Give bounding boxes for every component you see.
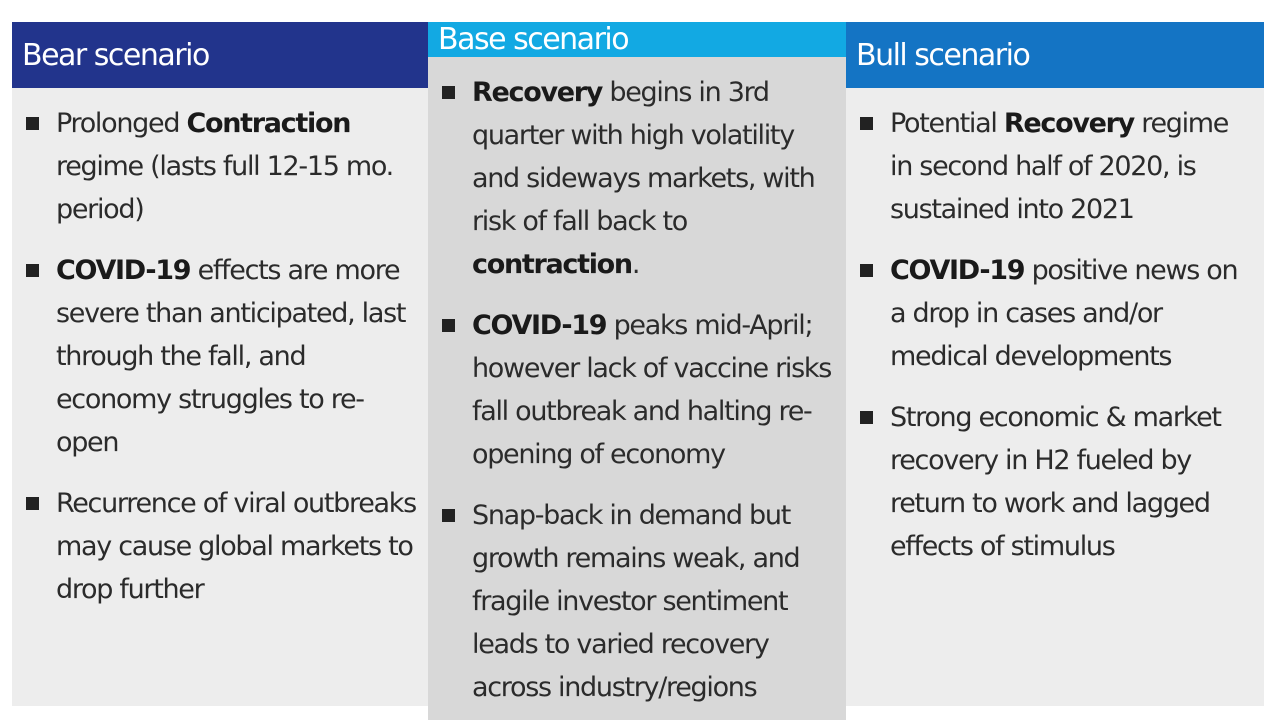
bullet-text-run: Prolonged	[56, 108, 187, 139]
bullet-text-run: peaks mid-April; however lack of vaccine…	[472, 310, 832, 470]
bull-scenario-header: Bull scenario	[846, 22, 1264, 88]
bull-bullet-text: Potential Recovery regime in second half…	[890, 102, 1264, 231]
bullet-text-run: begins in 3rd quarter with high volatili…	[472, 77, 816, 237]
bullet-bold-term: COVID-19	[890, 255, 1026, 286]
bear-bullet-text: Recurrence of viral outbreaks may cause …	[56, 482, 428, 611]
base-scenario-header: Base scenario	[428, 22, 846, 57]
base-scenario-body: Recovery begins in 3rd quarter with high…	[428, 57, 846, 720]
base-bullet-item: Snap-back in demand but growth remains w…	[428, 494, 846, 709]
bear-bullet-item: Prolonged Contraction regime (lasts full…	[12, 102, 428, 231]
bear-bullet-text: Prolonged Contraction regime (lasts full…	[56, 102, 428, 231]
bear-bullet-text: COVID-19 effects are more severe than an…	[56, 249, 428, 464]
bullet-text-run: regime (lasts full 12-15 mo. period)	[56, 151, 394, 225]
base-bullet-item: COVID-19 peaks mid-April; however lack o…	[428, 304, 846, 476]
bull-scenario-column: Bull scenario Potential Recovery regime …	[846, 22, 1264, 706]
base-bullet-text: Recovery begins in 3rd quarter with high…	[472, 71, 846, 286]
bullet-square-icon	[442, 86, 455, 99]
bullet-bold-term: Recovery	[1003, 108, 1135, 139]
bullet-text-run: positive news on a drop in cases and/or …	[890, 255, 1239, 372]
bullet-text-run: Recurrence of viral outbreaks may cause …	[56, 488, 417, 605]
bullet-bold-term: contraction	[472, 249, 633, 280]
bull-bullet-text: COVID-19 positive news on a drop in case…	[890, 249, 1264, 378]
bullet-text-run: Strong economic & market recovery in H2 …	[890, 402, 1222, 562]
base-bullet-text: Snap-back in demand but growth remains w…	[472, 494, 846, 709]
bull-scenario-body: Potential Recovery regime in second half…	[846, 88, 1264, 706]
bullet-square-icon	[26, 264, 39, 277]
bear-bullet-item: COVID-19 effects are more severe than an…	[12, 249, 428, 464]
bullet-text-run: regime in second half of 2020, is sustai…	[890, 108, 1229, 225]
bull-bullet-item: Potential Recovery regime in second half…	[846, 102, 1264, 231]
bullet-text-run: Snap-back in demand but growth remains w…	[472, 500, 801, 703]
bullet-square-icon	[26, 497, 39, 510]
base-bullet-text: COVID-19 peaks mid-April; however lack o…	[472, 304, 846, 476]
bull-bullet-item: COVID-19 positive news on a drop in case…	[846, 249, 1264, 378]
bullet-bold-term: Recovery	[472, 77, 603, 108]
bullet-text-run: effects are more severe than anticipated…	[56, 255, 406, 458]
bullet-square-icon	[442, 319, 455, 332]
bear-scenario-column: Bear scenario Prolonged Contraction regi…	[12, 22, 428, 706]
bullet-square-icon	[860, 264, 873, 277]
bull-bullet-item: Strong economic & market recovery in H2 …	[846, 396, 1264, 568]
bullet-square-icon	[860, 117, 873, 130]
bullet-bold-term: COVID-19	[56, 255, 192, 286]
bullet-square-icon	[442, 509, 455, 522]
base-bullet-item: Recovery begins in 3rd quarter with high…	[428, 71, 846, 286]
bear-scenario-body: Prolonged Contraction regime (lasts full…	[12, 88, 428, 706]
scenario-table: Bear scenario Prolonged Contraction regi…	[12, 22, 1264, 720]
bullet-square-icon	[860, 411, 873, 424]
bull-bullet-text: Strong economic & market recovery in H2 …	[890, 396, 1264, 568]
bullet-text-run: Potential	[890, 108, 1004, 139]
bullet-bold-term: COVID-19	[472, 310, 608, 341]
bullet-square-icon	[26, 117, 39, 130]
bullet-bold-term: Contraction	[186, 108, 351, 139]
bullet-text-run: .	[631, 249, 641, 280]
base-scenario-column: Base scenario Recovery begins in 3rd qua…	[428, 22, 846, 720]
bear-scenario-header: Bear scenario	[12, 22, 428, 88]
bear-bullet-item: Recurrence of viral outbreaks may cause …	[12, 482, 428, 611]
